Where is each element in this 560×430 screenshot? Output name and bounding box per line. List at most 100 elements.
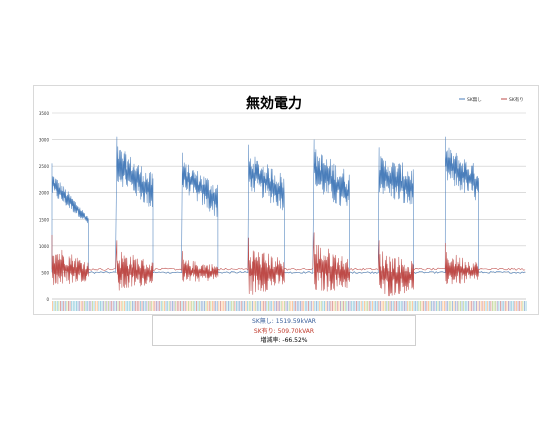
x-tick-label xyxy=(103,301,105,311)
x-tick-label xyxy=(52,301,53,311)
x-tick-label xyxy=(98,301,100,311)
x-tick-label xyxy=(378,301,380,311)
x-tick-label xyxy=(271,301,273,311)
x-tick-label xyxy=(202,301,204,311)
x-tick-label xyxy=(343,301,345,311)
x-tick-label xyxy=(330,301,332,311)
x-tick-label xyxy=(167,301,169,311)
x-tick-label xyxy=(460,301,461,311)
x-tick-label xyxy=(452,301,453,311)
x-tick-label xyxy=(480,301,482,311)
x-tick-label xyxy=(405,301,407,311)
x-tick-label xyxy=(476,301,477,311)
x-tick-label xyxy=(359,301,361,311)
x-tick-label xyxy=(253,301,255,311)
x-tick-label xyxy=(466,301,468,311)
x-tick-label xyxy=(95,301,97,311)
x-tick-label xyxy=(471,301,473,311)
x-tick-label xyxy=(392,301,394,311)
x-tick-label xyxy=(416,301,418,311)
x-tick-label xyxy=(208,301,210,311)
y-tick-label: 1000 xyxy=(39,244,50,249)
x-tick-label xyxy=(170,301,172,311)
x-tick-label xyxy=(282,301,284,311)
x-tick-label xyxy=(450,301,452,311)
x-tick-label xyxy=(149,301,151,311)
x-tick-label xyxy=(77,301,79,311)
x-tick-label xyxy=(108,301,109,311)
x-tick-label xyxy=(360,301,362,311)
x-tick-label xyxy=(255,301,257,311)
x-tick-label xyxy=(84,301,85,311)
x-tick-label xyxy=(455,301,457,311)
x-tick-label xyxy=(348,301,349,311)
x-tick-label xyxy=(316,301,317,311)
x-tick-label xyxy=(300,301,301,311)
x-tick-label xyxy=(447,301,449,311)
x-tick-label xyxy=(76,301,77,311)
x-tick-label xyxy=(258,301,260,311)
x-tick-label xyxy=(63,301,65,311)
x-tick-label xyxy=(261,301,263,311)
x-tick-label xyxy=(173,301,175,311)
x-tick-label xyxy=(226,301,228,311)
x-tick-label xyxy=(312,301,314,311)
x-tick-label xyxy=(232,301,234,311)
x-tick-label xyxy=(263,301,265,311)
x-tick-label xyxy=(122,301,124,311)
x-tick-label xyxy=(132,301,133,311)
x-tick-label xyxy=(85,301,87,311)
x-tick-label xyxy=(221,301,223,311)
x-tick-label xyxy=(260,301,261,311)
x-tick-label xyxy=(506,301,508,311)
x-tick-label xyxy=(404,301,405,311)
x-tick-label xyxy=(319,301,321,311)
x-tick-label xyxy=(456,301,458,311)
x-tick-label xyxy=(463,301,465,311)
x-tick-label xyxy=(245,301,247,311)
x-tick-label xyxy=(197,301,199,311)
x-tick-label xyxy=(468,301,469,311)
x-tick-label xyxy=(493,301,495,311)
x-tick-label xyxy=(380,301,381,311)
x-tick-label xyxy=(509,301,511,311)
x-tick-label xyxy=(408,301,410,311)
x-tick-label xyxy=(490,301,492,311)
x-tick-label xyxy=(156,301,157,311)
x-tick-label xyxy=(256,301,258,311)
x-tick-label xyxy=(188,301,189,311)
x-tick-label xyxy=(117,301,119,311)
x-tick-label xyxy=(420,301,421,311)
x-tick-label xyxy=(354,301,356,311)
x-tick-label xyxy=(152,301,154,311)
x-tick-label xyxy=(228,301,229,311)
x-tick-label xyxy=(525,301,527,311)
x-tick-label xyxy=(69,301,71,311)
x-tick-label xyxy=(448,301,450,311)
x-tick-label xyxy=(125,301,127,311)
x-tick-label xyxy=(164,301,165,311)
x-tick-label xyxy=(444,301,445,311)
x-tick-label xyxy=(423,301,425,311)
x-tick-label xyxy=(309,301,311,311)
x-tick-label xyxy=(269,301,271,311)
x-tick-label xyxy=(127,301,129,311)
x-tick-label xyxy=(308,301,309,311)
x-tick-label xyxy=(346,301,348,311)
x-tick-label xyxy=(391,301,393,311)
x-tick-label xyxy=(61,301,63,311)
x-tick-label xyxy=(389,301,391,311)
legend-label: SK有り xyxy=(509,96,524,103)
x-tick-label xyxy=(141,301,143,311)
x-tick-label xyxy=(516,301,517,311)
x-tick-label xyxy=(284,301,285,311)
x-tick-label xyxy=(212,301,213,311)
x-tick-label xyxy=(517,301,519,311)
x-tick-label xyxy=(415,301,417,311)
x-tick-label xyxy=(295,301,297,311)
x-tick-label xyxy=(183,301,185,311)
x-tick-label xyxy=(372,301,373,311)
x-tick-label xyxy=(351,301,353,311)
x-tick-label xyxy=(292,301,293,311)
